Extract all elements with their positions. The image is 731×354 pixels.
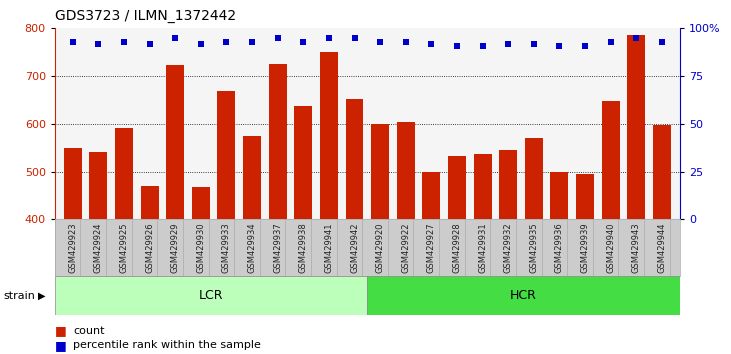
- Point: [425, 41, 437, 46]
- Text: GSM429942: GSM429942: [350, 222, 359, 273]
- Point: [605, 39, 616, 45]
- Bar: [371, 124, 389, 219]
- Bar: [346, 98, 363, 219]
- Bar: [89, 152, 107, 219]
- Text: percentile rank within the sample: percentile rank within the sample: [73, 340, 261, 350]
- Text: GSM429939: GSM429939: [580, 222, 590, 273]
- Bar: [243, 136, 261, 219]
- Bar: [397, 122, 414, 219]
- Bar: [423, 172, 440, 219]
- Point: [323, 35, 335, 41]
- Bar: [627, 35, 645, 219]
- Text: GSM429938: GSM429938: [299, 222, 308, 273]
- Bar: [448, 156, 466, 219]
- Point: [118, 39, 130, 45]
- Bar: [320, 52, 338, 219]
- Bar: [64, 148, 82, 219]
- Text: GSM429922: GSM429922: [401, 222, 410, 273]
- Point: [170, 35, 181, 41]
- Text: strain: strain: [4, 291, 36, 301]
- Text: GSM429941: GSM429941: [325, 222, 333, 273]
- Point: [477, 43, 488, 48]
- Text: GSM429927: GSM429927: [427, 222, 436, 273]
- Text: GSM429935: GSM429935: [529, 222, 538, 273]
- Bar: [218, 91, 235, 219]
- Point: [93, 41, 105, 46]
- Point: [528, 41, 539, 46]
- Bar: [166, 65, 184, 219]
- Text: GSM429943: GSM429943: [632, 222, 641, 273]
- Point: [144, 41, 156, 46]
- Bar: [192, 187, 210, 219]
- Point: [374, 39, 386, 45]
- Point: [579, 43, 591, 48]
- Text: GSM429930: GSM429930: [197, 222, 205, 273]
- Text: GSM429924: GSM429924: [94, 222, 103, 273]
- Text: GSM429940: GSM429940: [606, 222, 616, 273]
- Text: GSM429936: GSM429936: [555, 222, 564, 273]
- Point: [221, 39, 232, 45]
- Bar: [653, 125, 671, 219]
- Text: GDS3723 / ILMN_1372442: GDS3723 / ILMN_1372442: [55, 9, 236, 23]
- Bar: [474, 154, 491, 219]
- Point: [298, 39, 309, 45]
- Point: [195, 41, 207, 46]
- Text: GSM429925: GSM429925: [119, 222, 129, 273]
- Point: [502, 41, 514, 46]
- Text: GSM429933: GSM429933: [222, 222, 231, 273]
- Point: [553, 43, 565, 48]
- Text: GSM429923: GSM429923: [68, 222, 77, 273]
- Bar: [295, 106, 312, 219]
- Text: ■: ■: [55, 325, 67, 337]
- Point: [656, 39, 667, 45]
- Bar: [269, 64, 287, 219]
- Point: [246, 39, 258, 45]
- Text: GSM429937: GSM429937: [273, 222, 282, 273]
- Bar: [576, 174, 594, 219]
- Text: ■: ■: [55, 339, 67, 352]
- Bar: [602, 101, 620, 219]
- Text: HCR: HCR: [510, 289, 537, 302]
- Text: ▶: ▶: [38, 291, 45, 301]
- Bar: [499, 150, 517, 219]
- Text: GSM429928: GSM429928: [452, 222, 461, 273]
- Text: GSM429929: GSM429929: [171, 222, 180, 273]
- Point: [400, 39, 412, 45]
- Point: [349, 35, 360, 41]
- Bar: [367, 276, 680, 315]
- Text: GSM429934: GSM429934: [248, 222, 257, 273]
- Bar: [140, 186, 159, 219]
- Text: GSM429931: GSM429931: [478, 222, 487, 273]
- Bar: [55, 276, 367, 315]
- Text: GSM429926: GSM429926: [145, 222, 154, 273]
- Text: count: count: [73, 326, 105, 336]
- Bar: [115, 128, 133, 219]
- Point: [451, 43, 463, 48]
- Point: [67, 39, 79, 45]
- Point: [630, 35, 642, 41]
- Text: GSM429944: GSM429944: [657, 222, 667, 273]
- Point: [272, 35, 284, 41]
- Text: GSM429920: GSM429920: [376, 222, 385, 273]
- Text: LCR: LCR: [199, 289, 224, 302]
- Bar: [550, 172, 569, 219]
- Text: GSM429932: GSM429932: [504, 222, 512, 273]
- Bar: [525, 138, 543, 219]
